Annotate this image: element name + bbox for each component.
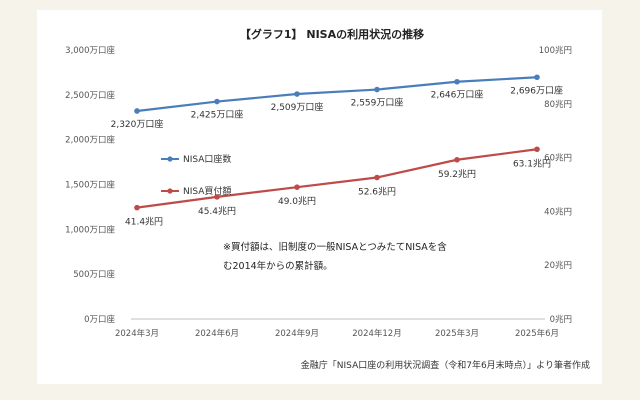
series-line-accounts: [136, 76, 538, 113]
data-point-accounts: [534, 74, 540, 81]
left-tick-label: 1,000万口座: [65, 224, 115, 235]
data-label-purchases: 59.2兆円: [438, 169, 476, 180]
series-line-purchases: [136, 148, 538, 209]
data-point-purchases: [294, 184, 300, 190]
annotation-line-1: ※買付額は、旧制度の一般NISAとつみたてNISAを含: [223, 241, 447, 253]
data-point-purchases: [534, 146, 540, 153]
x-tick-label: 2025年6月: [515, 328, 559, 339]
data-label-accounts: 2,696万口座: [510, 84, 563, 96]
data-label-accounts: 2,646万口座: [431, 89, 484, 101]
legend-label-purchases: NISA買付額: [183, 185, 231, 197]
data-point-accounts: [134, 108, 140, 114]
left-tick-label: 2,000万口座: [65, 135, 115, 146]
source-note: 金融庁「NISA口座の利用状況調査（令和7年6月末時点）」より筆者作成: [301, 359, 590, 371]
left-tick-label: 1,500万口座: [65, 180, 115, 191]
legend: NISA口座数 NISA買付額: [161, 153, 231, 197]
right-tick-label: 20兆円: [544, 260, 572, 271]
data-label-accounts: 2,425万口座: [191, 109, 244, 121]
x-axis-ticks: 2024年3月 2024年6月 2024年9月 2024年12月 2025年3月 2025…: [115, 328, 559, 339]
data-label-purchases: 52.6兆円: [358, 187, 396, 198]
data-point-purchases: [454, 156, 460, 163]
data-point-purchases: [134, 204, 140, 211]
data-point-accounts: [214, 98, 220, 105]
line-chart: 【グラフ1】 NISAの利用状況の推移 0万口座 500万口座 1,000万口座 1,…: [65, 27, 590, 371]
data-point-purchases: [374, 174, 380, 181]
data-label-accounts: 2,559万口座: [351, 97, 404, 109]
x-tick-label: 2024年9月: [275, 328, 319, 339]
data-point-accounts: [454, 78, 460, 85]
x-tick-label: 2024年6月: [195, 328, 239, 339]
right-tick-label: 40兆円: [544, 206, 572, 217]
legend-marker-purchases: [167, 188, 173, 194]
data-label-accounts: 2,509万口座: [271, 101, 324, 113]
data-point-accounts: [374, 86, 380, 93]
right-tick-label: 80兆円: [544, 99, 572, 110]
left-tick-label: 500万口座: [73, 269, 115, 280]
chart-title: 【グラフ1】 NISAの利用状況の推移: [240, 27, 424, 41]
annotation-line-2: む2014年からの累計額。: [223, 260, 333, 272]
data-label-purchases: 63.1兆円: [513, 158, 551, 169]
data-point-accounts: [294, 91, 300, 97]
right-tick-label: 60兆円: [544, 153, 572, 164]
right-tick-label: 0兆円: [550, 314, 572, 325]
data-point-purchases: [214, 194, 220, 200]
data-label-purchases: 45.4兆円: [198, 206, 236, 217]
data-label-accounts: 2,320万口座: [111, 118, 164, 130]
legend-marker-accounts: [167, 156, 173, 162]
left-tick-label: 3,000万口座: [65, 45, 115, 56]
right-tick-label: 100兆円: [539, 45, 572, 56]
data-label-purchases: 49.0兆円: [278, 196, 316, 207]
x-tick-label: 2024年12月: [352, 328, 401, 339]
legend-label-accounts: NISA口座数: [183, 153, 231, 165]
right-axis-ticks: 0兆円 20兆円 40兆円 60兆円 80兆円 100兆円: [539, 45, 572, 325]
x-tick-label: 2025年3月: [435, 328, 479, 339]
left-axis-ticks: 0万口座 500万口座 1,000万口座 1,500万口座 2,000万口座 2,500万…: [65, 45, 115, 325]
series-layer: 2,320万口座 2,425万口座 2,509万口座 2,559万口座 2,646万口座…: [111, 74, 563, 228]
data-label-purchases: 41.4兆円: [125, 217, 163, 228]
chart-card: 【グラフ1】 NISAの利用状況の推移 0万口座 500万口座 1,000万口座 1,…: [37, 10, 602, 384]
x-tick-label: 2024年3月: [115, 328, 159, 339]
left-tick-label: 2,500万口座: [65, 90, 115, 101]
left-tick-label: 0万口座: [84, 314, 115, 325]
